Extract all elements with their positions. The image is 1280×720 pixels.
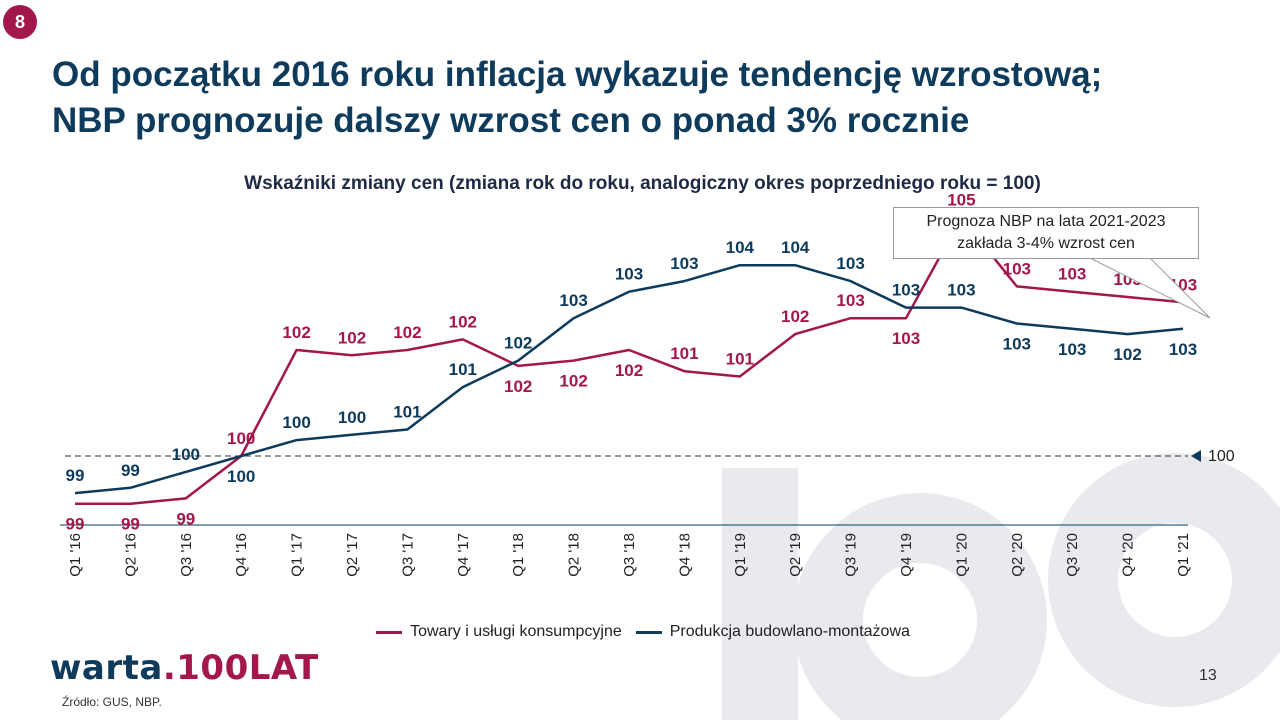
data-label-construction: 103 <box>836 254 864 273</box>
page-title: Od początku 2016 roku inflacja wykazuje … <box>52 52 1232 144</box>
data-label-consumer: 102 <box>504 377 532 396</box>
data-label-construction: 100 <box>172 445 200 464</box>
data-label-construction: 102 <box>1113 345 1141 364</box>
data-label-construction: 100 <box>227 467 255 486</box>
legend-label-consumer: Towary i usługi konsumpcyjne <box>410 623 622 640</box>
data-label-consumer: 103 <box>836 291 864 310</box>
x-tick-label: Q2 '18 <box>566 533 583 577</box>
callout-line-2: zakłada 3-4% wzrost cen <box>957 235 1135 252</box>
x-tick-label: Q4 '19 <box>898 533 915 577</box>
data-label-consumer: 102 <box>449 312 477 331</box>
data-label-consumer: 102 <box>559 372 587 391</box>
data-label-construction: 103 <box>892 281 920 300</box>
data-label-consumer: 105 <box>947 191 975 210</box>
data-label-consumer: 102 <box>282 323 310 342</box>
legend-item-consumer: Towary i usługi konsumpcyjne <box>376 623 622 641</box>
title-line-1: Od początku 2016 roku inflacja wykazuje … <box>52 55 1103 94</box>
data-label-construction: 103 <box>947 281 975 300</box>
data-label-consumer: 103 <box>892 329 920 348</box>
x-tick-label: Q4 '18 <box>676 533 693 577</box>
data-label-construction: 103 <box>1169 340 1197 359</box>
page-number: 13 <box>1199 667 1217 684</box>
data-label-construction: 99 <box>66 466 85 485</box>
reference-marker-icon <box>1191 450 1201 462</box>
series-line-consumer <box>75 216 1184 505</box>
x-tick-label: Q3 '17 <box>399 533 416 577</box>
x-tick-label: Q4 '17 <box>455 533 472 577</box>
data-label-construction: 101 <box>393 403 421 422</box>
warta-logo: warta.100LAT <box>50 648 319 688</box>
legend-swatch-consumer <box>376 630 403 634</box>
x-tick-label: Q1 '16 <box>67 533 84 577</box>
x-tick-label: Q1 '18 <box>510 533 527 577</box>
data-label-construction: 100 <box>338 408 366 427</box>
title-line-2: NBP prognozuje dalszy wzrost cen o ponad… <box>52 101 970 140</box>
logo-dot: . <box>162 648 177 688</box>
data-label-consumer: 102 <box>781 307 809 326</box>
data-label-construction: 99 <box>121 461 140 480</box>
x-tick-label: Q3 '20 <box>1064 533 1081 577</box>
legend-swatch-construction <box>635 630 662 634</box>
data-label-consumer: 102 <box>615 361 643 380</box>
data-label-consumer: 101 <box>726 350 754 369</box>
x-tick-label: Q3 '16 <box>178 533 195 577</box>
data-label-construction: 104 <box>726 238 755 257</box>
chart-title: Wskaźniki zmiany cen (zmiana rok do roku… <box>244 173 1041 194</box>
x-tick-label: Q1 '20 <box>953 533 970 577</box>
legend-label-construction: Produkcja budowlano-montażowa <box>669 623 910 640</box>
watermark-digit-one <box>722 468 798 720</box>
data-label-construction: 101 <box>449 360 477 379</box>
x-tick-label: Q3 '18 <box>621 533 638 577</box>
slide-number-badge: 8 <box>3 5 37 39</box>
data-label-consumer: 103 <box>1003 259 1031 278</box>
source-note: Źródło: GUS, NBP. <box>62 695 162 709</box>
x-tick-label: Q2 '20 <box>1009 533 1026 577</box>
data-label-consumer: 102 <box>393 323 421 342</box>
watermark-digit-zero-1 <box>793 493 1047 720</box>
x-tick-label: Q2 '17 <box>344 533 361 577</box>
logo-suffix: 100LAT <box>176 648 319 688</box>
logo-word: warta <box>50 648 163 688</box>
data-label-construction: 103 <box>1003 335 1031 354</box>
data-label-consumer: 100 <box>227 429 255 448</box>
data-label-construction: 102 <box>504 334 532 353</box>
series-line-construction <box>74 263 1184 495</box>
reference-line-label: 100 <box>1208 448 1235 465</box>
x-tick-label: Q1 '19 <box>732 533 749 577</box>
watermark-digit-zero-2 <box>1048 453 1280 707</box>
x-tick-label: Q4 '20 <box>1120 533 1137 577</box>
data-label-construction: 103 <box>559 291 587 310</box>
data-label-construction: 103 <box>615 265 643 284</box>
data-label-consumer: 102 <box>338 328 366 347</box>
x-tick-label: Q4 '16 <box>233 533 250 577</box>
data-label-consumer: 101 <box>670 344 698 363</box>
forecast-callout: Prognoza NBP na lata 2021-2023 zakłada 3… <box>893 207 1199 259</box>
chart-legend: Towary i usługi konsumpcyjne Produkcja b… <box>0 623 1280 641</box>
callout-line-1: Prognoza NBP na lata 2021-2023 <box>926 213 1166 230</box>
legend-item-construction: Produkcja budowlano-montażowa <box>635 623 910 641</box>
data-label-consumer: 99 <box>66 515 85 534</box>
x-tick-label: Q2 '19 <box>787 533 804 577</box>
data-label-consumer: 99 <box>121 515 140 534</box>
data-label-consumer: 99 <box>176 509 195 528</box>
data-label-construction: 100 <box>282 413 310 432</box>
x-tick-label: Q1 '17 <box>289 533 306 577</box>
x-tick-label: Q2 '16 <box>122 533 139 577</box>
data-label-construction: 104 <box>781 238 810 257</box>
x-tick-label: Q1 '21 <box>1175 533 1192 577</box>
x-tick-label: Q3 '19 <box>843 533 860 577</box>
data-label-construction: 103 <box>1058 340 1086 359</box>
data-label-construction: 103 <box>670 254 698 273</box>
data-label-consumer: 103 <box>1058 265 1086 284</box>
